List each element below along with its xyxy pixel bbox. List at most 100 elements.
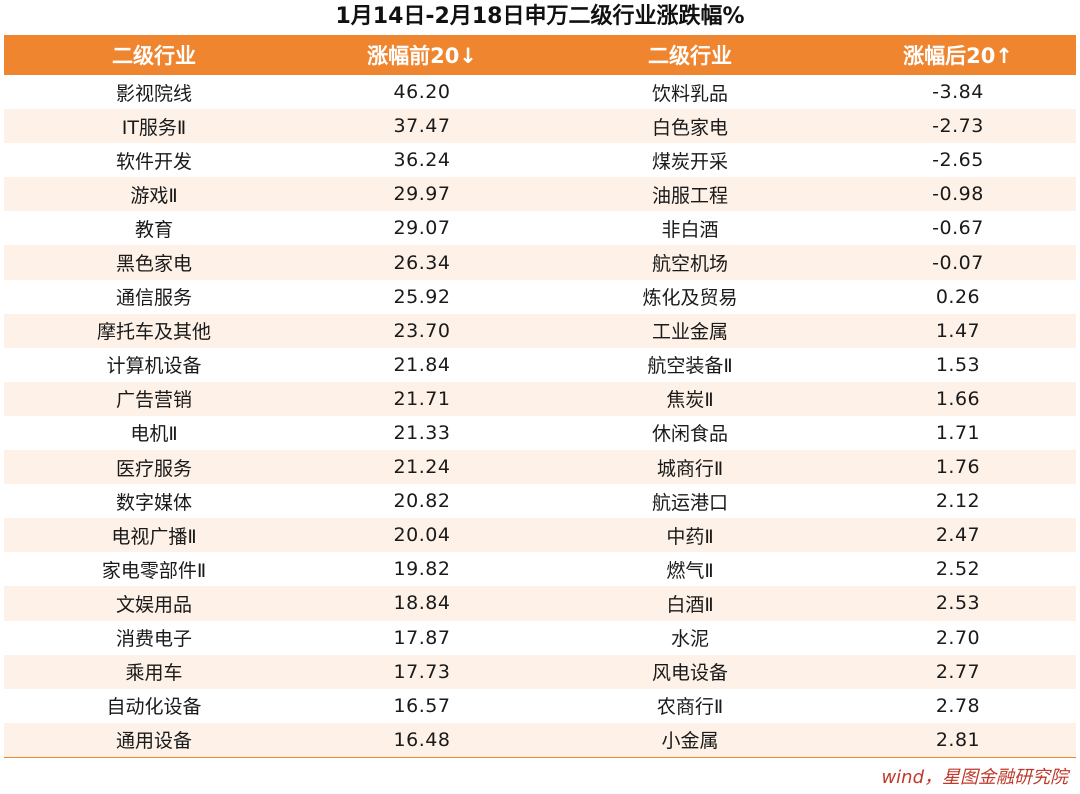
table-row: 医疗服务 21.24 城商行Ⅱ 1.76 [4,450,1076,485]
industry-name-bottom: 煤炭开采 [651,150,728,173]
industry-name-top: 计算机设备 [106,355,202,378]
table-row: IT服务Ⅱ 37.47 白色家电 -2.73 [4,109,1076,144]
top20-value: 29.97 [393,183,451,206]
bottom-divider [4,757,1076,758]
industry-name-top: 教育 [134,218,173,241]
header-industry-bottom: 二级行业 [648,44,732,68]
table-row: 摩托车及其他 23.70 工业金属 1.47 [4,313,1076,348]
industry-name-top: 家电零部件Ⅱ [101,559,207,582]
industry-name-bottom: 城商行Ⅱ [656,457,724,480]
table-row: 通用设备 16.48 小金属 2.81 [4,722,1076,757]
bottom20-value: 2.70 [935,626,981,649]
bottom20-value: 1.53 [935,353,981,376]
top20-value: 29.07 [393,217,451,240]
table-row: 家电零部件Ⅱ 19.82 燃气Ⅱ 2.52 [4,552,1076,587]
top20-value: 21.84 [393,353,451,376]
top20-value: 18.84 [393,592,451,615]
industry-name-top: IT服务Ⅱ [121,116,187,139]
industry-name-top: 电机Ⅱ [130,423,178,446]
top20-value: 37.47 [393,115,451,138]
top20-value: 20.82 [393,490,451,513]
industry-name-top: 自动化设备 [106,696,202,719]
industry-name-top: 电视广播Ⅱ [111,525,197,548]
industry-name-bottom: 焦炭Ⅱ [666,389,714,412]
industry-name-bottom: 饮料乳品 [651,82,728,105]
industry-name-bottom: 航运港口 [651,491,728,514]
industry-name-bottom: 燃气Ⅱ [666,559,714,582]
industry-name-bottom: 油服工程 [651,184,728,207]
table-row: 文娱用品 18.84 白酒Ⅱ 2.53 [4,586,1076,621]
top20-value: 46.20 [393,81,451,104]
industry-name-bottom: 白色家电 [651,116,728,139]
industry-name-top: 软件开发 [115,150,192,173]
table-row: 广告营销 21.71 焦炭Ⅱ 1.66 [4,381,1076,416]
bottom20-value: 2.81 [935,728,981,751]
industry-name-top: 医疗服务 [115,457,192,480]
table-row: 黑色家电 26.34 航空机场 -0.07 [4,245,1076,280]
table-row: 电机Ⅱ 21.33 休闲食品 1.71 [4,415,1076,451]
industry-name-top: 影视院线 [115,82,192,105]
bottom20-value: 2.47 [935,524,981,547]
bottom20-value: -2.73 [932,115,984,138]
table-row: 计算机设备 21.84 航空装备Ⅱ 1.53 [4,347,1076,382]
bottom20-value: 2.53 [935,592,981,615]
industry-name-bottom: 炼化及贸易 [642,287,738,310]
table-row: 自动化设备 16.57 农商行Ⅱ 2.78 [4,688,1076,723]
industry-name-bottom: 水泥 [670,628,709,651]
top20-value: 17.73 [393,660,451,683]
bottom20-value: -3.84 [932,81,984,104]
industry-name-bottom: 工业金属 [651,321,728,344]
top20-value: 23.70 [393,319,451,342]
table-row: 电视广播Ⅱ 20.04 中药Ⅱ 2.47 [4,518,1076,553]
table-row: 游戏Ⅱ 29.97 油服工程 -0.98 [4,177,1076,212]
top20-value: 26.34 [393,251,451,274]
table-header-row: 二级行业 涨幅前20↓ 二级行业 涨幅后20↑ [4,35,1076,75]
header-top20: 涨幅前20↓ [367,44,477,68]
industry-name-top: 文娱用品 [115,593,192,616]
bottom20-value: 1.76 [935,456,981,479]
industry-name-top: 乘用车 [125,662,183,685]
bottom20-value: 2.77 [935,660,981,683]
bottom20-value: -0.67 [932,217,984,240]
table-row: 教育 29.07 非白酒 -0.67 [4,211,1076,246]
table-row: 消费电子 17.87 水泥 2.70 [4,620,1076,655]
bottom20-value: 1.71 [935,421,981,444]
industry-table: 二级行业 涨幅前20↓ 二级行业 涨幅后20↑ 影视院线 46.20 饮料乳品 -3.… [4,35,1076,757]
top20-value: 21.24 [393,456,451,479]
top20-value: 25.92 [393,285,451,308]
industry-name-top: 摩托车及其他 [96,321,211,344]
top20-value: 21.71 [393,387,451,410]
bottom20-value: -0.98 [932,183,984,206]
header-industry-top: 二级行业 [112,44,196,68]
source-note: wind，星图金融研究院 [881,767,1068,788]
top20-value: 36.24 [393,149,451,172]
industry-name-bottom: 航空装备Ⅱ [647,355,733,378]
table-row: 软件开发 36.24 煤炭开采 -2.65 [4,143,1076,178]
bottom20-value: -0.07 [932,251,984,274]
header-bottom20: 涨幅后20↑ [903,44,1013,68]
industry-name-bottom: 白酒Ⅱ [666,593,714,616]
top20-value: 16.57 [393,694,451,717]
industry-name-bottom: 中药Ⅱ [666,525,714,548]
industry-name-bottom: 风电设备 [651,662,728,685]
bottom20-value: 1.47 [935,319,981,342]
bottom20-value: 2.12 [935,490,981,513]
top20-value: 17.87 [393,626,451,649]
top20-value: 20.04 [393,524,451,547]
table-row: 通信服务 25.92 炼化及贸易 0.26 [4,279,1076,314]
table-body: 影视院线 46.20 饮料乳品 -3.84 IT服务Ⅱ 37.47 白色家电 -2.73 软件开… [4,75,1076,757]
bottom20-value: 2.52 [935,558,981,581]
table-title: 1月14日-2月18日申万二级行业涨跌幅% [335,4,745,29]
table-row: 影视院线 46.20 饮料乳品 -3.84 [4,75,1076,110]
bottom20-value: 2.78 [935,694,981,717]
bottom20-value: 1.66 [935,387,981,410]
top20-value: 16.48 [393,728,451,751]
industry-name-bottom: 航空机场 [651,253,728,276]
industry-name-bottom: 农商行Ⅱ [656,696,724,719]
industry-name-bottom: 非白酒 [661,218,719,241]
industry-name-top: 广告营销 [115,389,192,412]
bottom20-value: -2.65 [932,149,984,172]
industry-name-top: 通信服务 [115,287,192,310]
table-row: 乘用车 17.73 风电设备 2.77 [4,654,1076,689]
top20-value: 19.82 [393,558,451,581]
